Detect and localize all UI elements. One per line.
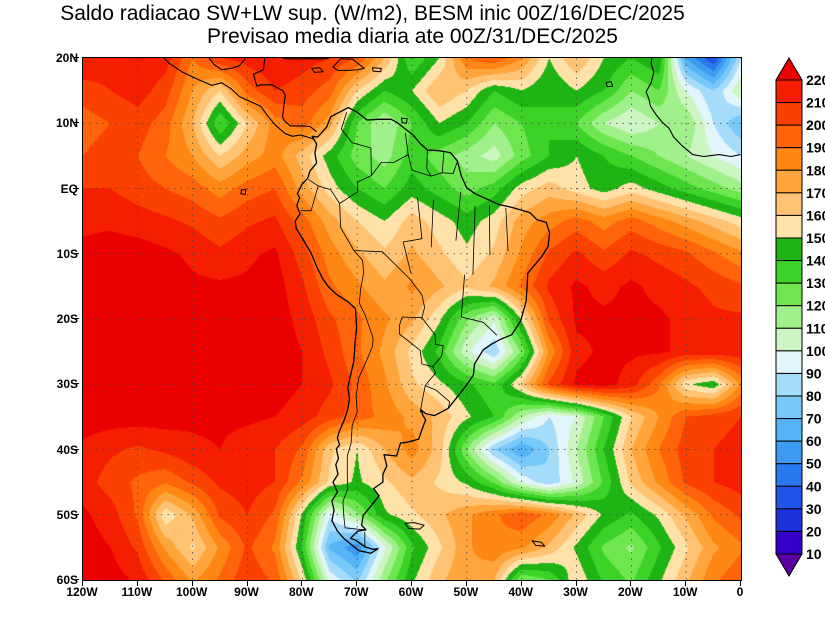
lon-tick-mark	[740, 581, 741, 586]
lon-tick-mark	[356, 581, 358, 586]
lon-tick-label: 50W	[453, 585, 479, 599]
map-overlay-svg	[83, 58, 741, 580]
chart-subtitle: Previsao media diaria ate 00Z/31/DEC/202…	[207, 25, 618, 48]
lon-tick-mark	[685, 581, 687, 586]
lat-tick-mark	[73, 252, 79, 254]
lat-tick-label: 50S	[56, 507, 78, 522]
lon-tick-label: 40W	[508, 585, 533, 599]
lon-tick-mark	[301, 581, 303, 586]
colorbar-level-label: 50	[806, 456, 822, 472]
lat-tick-label: 30S	[56, 377, 78, 392]
lon-tick-label: 90W	[234, 585, 259, 599]
lon-tick-label: 110W	[121, 585, 153, 599]
lon-tick-label: 120W	[66, 585, 98, 599]
lat-tick-mark	[73, 122, 79, 124]
lon-tick-mark	[630, 581, 632, 586]
colorbar-level-label: 30	[806, 501, 822, 517]
lon-tick-label: 60W	[398, 585, 424, 599]
colorbar: 220 210 200 190 180 170 160 150 140 130 120 110 100 9…	[775, 57, 825, 577]
colorbar-level-label: 110	[806, 320, 825, 336]
chart-title: Saldo radiacao SW+LW sup. (W/m2), BESM i…	[60, 2, 685, 25]
lat-tick-label: 10N	[55, 116, 78, 131]
lon-tick-mark	[411, 581, 412, 586]
lat-tick-mark	[73, 448, 79, 450]
lat-tick-mark	[73, 579, 79, 580]
colorbar-level-label: 200	[806, 117, 825, 133]
lat-tick-label: 40S	[56, 442, 78, 457]
colorbar-level-label: 80	[806, 388, 822, 404]
colorbar-level-label: 70	[806, 411, 822, 427]
colorbar-level-label: 140	[806, 253, 825, 269]
lon-tick-mark	[246, 581, 248, 586]
colorbar-level-label: 190	[806, 140, 825, 156]
lon-tick-label: 10W	[672, 585, 698, 599]
colorbar-level-label: 20	[806, 523, 822, 539]
colorbar-level-label: 40	[806, 478, 822, 494]
lon-tick-label: 0	[736, 585, 744, 599]
colorbar-level-label: 220	[806, 72, 825, 88]
colorbar-level-label: 100	[806, 343, 825, 359]
lon-tick-label: 20W	[617, 585, 643, 599]
lon-tick-label: 30W	[563, 585, 588, 599]
lat-tick-mark	[73, 187, 79, 189]
lat-tick-label: 20S	[56, 312, 78, 326]
colorbar-level-label: 160	[806, 207, 825, 223]
lon-tick-label: 70W	[343, 585, 369, 599]
lat-tick-mark	[73, 318, 79, 319]
lat-tick-label: 60S	[56, 573, 78, 587]
colorbar-level-label: 10	[806, 546, 822, 562]
colorbar-level-label: 120	[806, 298, 825, 314]
colorbar-level-label: 150	[806, 230, 825, 246]
lon-tick-mark	[520, 581, 522, 586]
lon-tick-mark	[465, 581, 467, 586]
colorbar-level-label: 210	[806, 95, 825, 111]
lon-tick-mark	[82, 581, 83, 586]
map-plot-area	[82, 57, 742, 581]
colorbar-level-label: 90	[806, 365, 822, 381]
colorbar-level-label: 180	[806, 162, 825, 178]
lat-tick-mark	[73, 383, 79, 385]
lon-tick-label: 80W	[288, 585, 314, 599]
colorbar-level-label: 60	[806, 433, 822, 449]
lat-tick-label: EQ	[60, 181, 78, 196]
colorbar-level-label: 130	[806, 275, 825, 291]
lon-tick-mark	[191, 581, 193, 586]
lon-tick-label: 100W	[175, 585, 208, 599]
colorbar-level-label: 170	[806, 185, 825, 201]
lon-tick-mark	[575, 581, 577, 586]
lat-tick-mark	[73, 513, 79, 515]
lon-tick-mark	[136, 581, 138, 586]
lat-tick-label: 10S	[56, 246, 78, 261]
lat-tick-mark	[73, 57, 79, 58]
lat-tick-label: 20N	[55, 51, 78, 65]
